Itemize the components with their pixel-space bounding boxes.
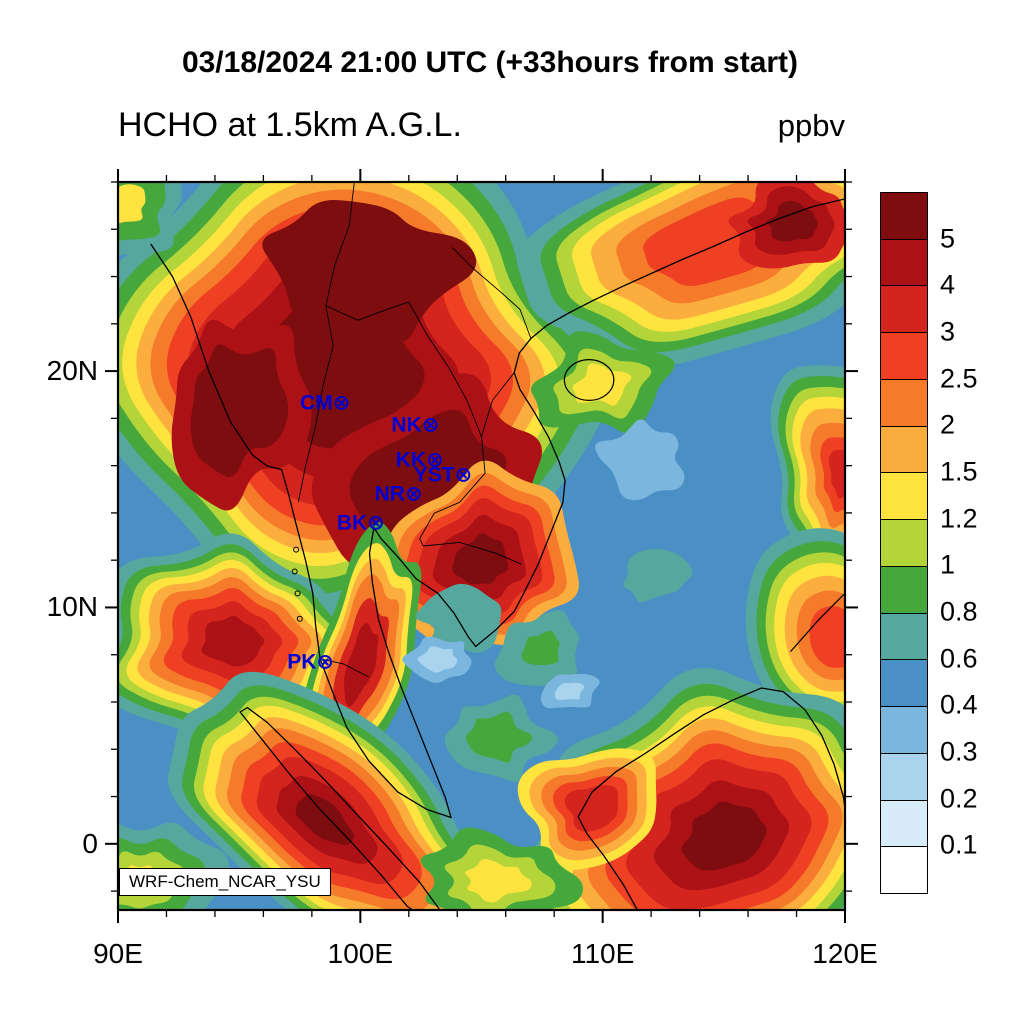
x-tick-label: 120E	[812, 938, 878, 969]
station-marker: PK⊗	[287, 650, 335, 674]
colorbar-label: 2	[940, 409, 956, 440]
colorbar-swatch	[881, 286, 927, 334]
variable-title: HCHO at 1.5km A.G.L.	[118, 106, 462, 144]
colorbar-swatch	[881, 239, 927, 287]
colorbar-swatch	[881, 707, 927, 754]
colorbar-swatch	[881, 660, 927, 708]
model-watermark: WRF-Chem_NCAR_YSU	[119, 868, 331, 896]
colorbar-swatch	[881, 333, 927, 380]
colorbar-swatch	[881, 193, 927, 240]
y-tick-label: 10N	[46, 591, 98, 623]
colorbar-swatch	[881, 520, 927, 567]
colorbar-swatch	[881, 613, 927, 661]
colorbar-label: 1	[940, 549, 956, 580]
colorbar-swatch	[881, 379, 927, 427]
colorbar-label: 0.1	[940, 829, 978, 860]
colorbar-swatch	[881, 473, 927, 521]
y-tick-label: 20N	[46, 355, 98, 387]
colorbar-label: 2.5	[940, 363, 978, 394]
colorbar-label: 0.4	[940, 689, 978, 720]
units-label: ppbv	[777, 108, 845, 143]
colorbar-label: 0.6	[940, 643, 978, 674]
axis-ticks	[105, 169, 858, 923]
x-tick-label: 110E	[570, 938, 635, 969]
colorbar-label: 3	[940, 316, 956, 347]
station-marker: KK⊗	[395, 448, 444, 472]
x-tick-label: 90E	[93, 938, 143, 969]
colorbar-label: 4	[940, 269, 956, 300]
station-marker: YST⊗	[413, 463, 473, 487]
x-tick-label: 100E	[327, 938, 394, 969]
colorbar-label: 0.3	[940, 736, 978, 767]
colorbar-label: 0.8	[940, 596, 978, 627]
station-marker: BK⊗	[336, 511, 385, 535]
concentration-field	[118, 182, 845, 910]
colorbar-swatch	[881, 847, 927, 894]
plot-title: 03/18/2024 21:00 UTC (+33hours from star…	[181, 46, 799, 79]
colorbar-label: 0.2	[940, 783, 978, 814]
colorbar-label: 5	[940, 223, 956, 254]
colorbar-swatch	[881, 753, 927, 801]
map-frame	[116, 180, 847, 912]
colorbar-label: 1.2	[940, 503, 978, 534]
colorbar-label: 1.5	[940, 456, 978, 487]
y-tick-label: 0	[82, 827, 98, 859]
colorbar	[880, 192, 928, 894]
colorbar-swatch	[881, 426, 927, 474]
colorbar-swatch	[881, 800, 927, 848]
station-marker: NK⊗	[391, 413, 440, 437]
colorbar-swatch	[881, 566, 927, 614]
station-marker: CM⊗	[300, 391, 351, 415]
coastlines	[150, 182, 845, 910]
station-marker: NR⊗	[374, 482, 423, 506]
